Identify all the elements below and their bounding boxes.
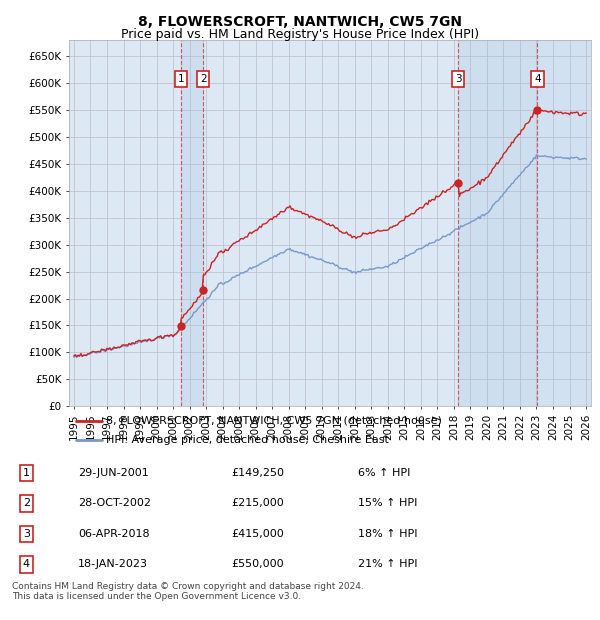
Text: £149,250: £149,250 (231, 468, 284, 478)
Bar (181, 40, 203, 406)
Text: 06-APR-2018: 06-APR-2018 (78, 529, 150, 539)
Text: 2: 2 (200, 74, 206, 84)
Text: £550,000: £550,000 (231, 559, 284, 569)
Text: 1: 1 (23, 468, 30, 478)
Text: 28-OCT-2002: 28-OCT-2002 (78, 498, 151, 508)
Text: £415,000: £415,000 (231, 529, 284, 539)
Bar (458, 40, 538, 406)
Text: 21% ↑ HPI: 21% ↑ HPI (358, 559, 417, 569)
Text: £215,000: £215,000 (231, 498, 284, 508)
Text: 6% ↑ HPI: 6% ↑ HPI (358, 468, 410, 478)
Text: 4: 4 (534, 74, 541, 84)
Text: 18-JAN-2023: 18-JAN-2023 (78, 559, 148, 569)
Text: 18% ↑ HPI: 18% ↑ HPI (358, 529, 417, 539)
Text: 15% ↑ HPI: 15% ↑ HPI (358, 498, 417, 508)
Text: 8, FLOWERSCROFT, NANTWICH, CW5 7GN: 8, FLOWERSCROFT, NANTWICH, CW5 7GN (138, 16, 462, 30)
Text: HPI: Average price, detached house, Cheshire East: HPI: Average price, detached house, Ches… (106, 435, 389, 445)
Text: Price paid vs. HM Land Registry's House Price Index (HPI): Price paid vs. HM Land Registry's House … (121, 28, 479, 41)
Text: 3: 3 (23, 529, 30, 539)
Text: 4: 4 (23, 559, 30, 569)
Text: Contains HM Land Registry data © Crown copyright and database right 2024.
This d: Contains HM Land Registry data © Crown c… (12, 582, 364, 601)
Text: 8, FLOWERSCROFT, NANTWICH, CW5 7GN (detached house): 8, FLOWERSCROFT, NANTWICH, CW5 7GN (deta… (106, 415, 442, 426)
Text: 1: 1 (178, 74, 184, 84)
Text: 3: 3 (455, 74, 461, 84)
Bar (538, 40, 600, 406)
Text: 29-JUN-2001: 29-JUN-2001 (78, 468, 149, 478)
Text: 2: 2 (23, 498, 30, 508)
